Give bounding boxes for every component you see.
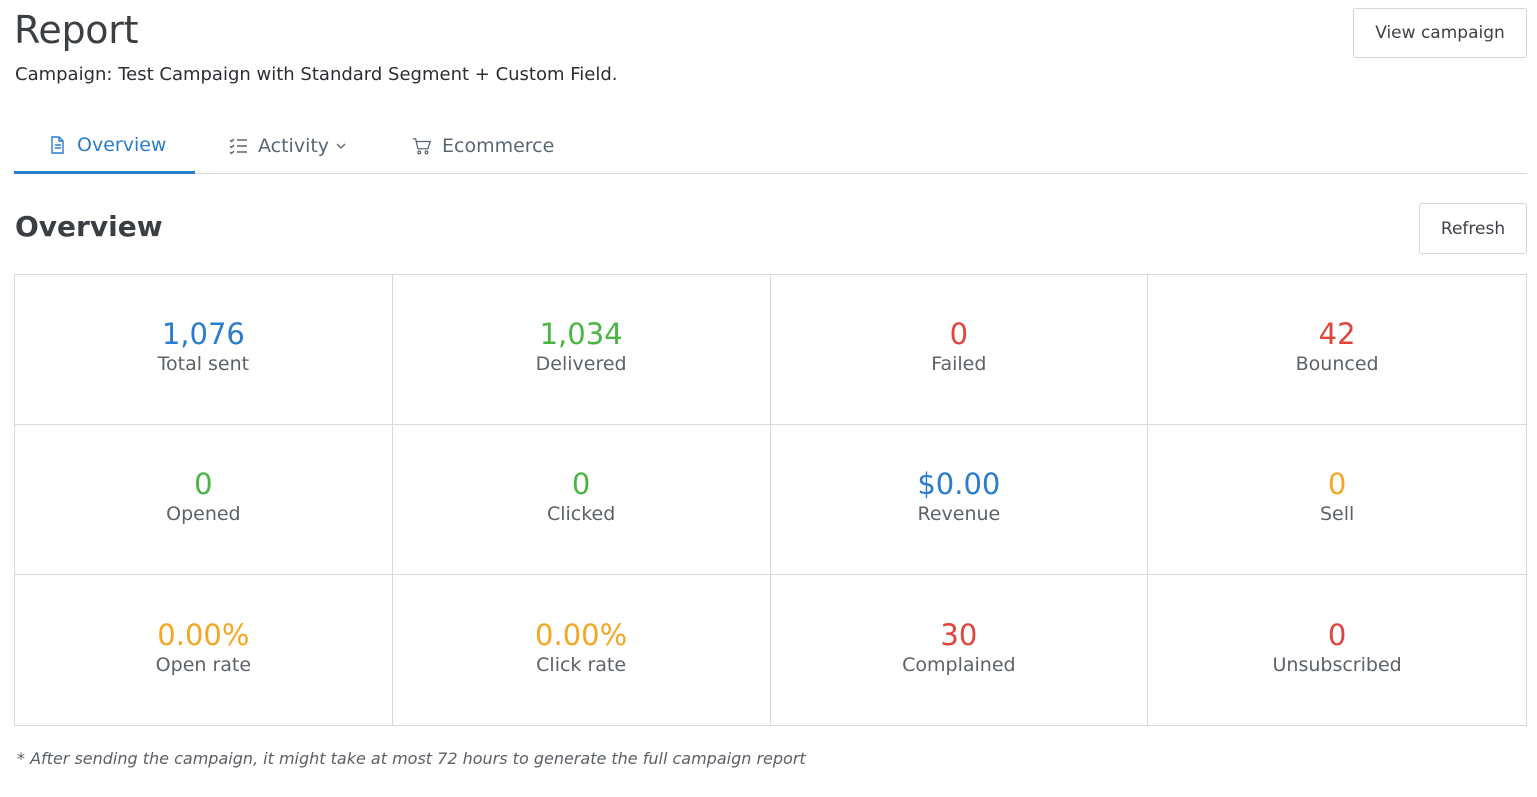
- page-title: Report: [14, 8, 139, 52]
- stat-value: $0.00: [917, 467, 1001, 501]
- stat-label: Sell: [1319, 503, 1355, 525]
- stat-cell: 0.00% Open rate: [15, 575, 393, 725]
- stat-value: 1,034: [539, 317, 623, 351]
- tab-ecommerce[interactable]: Ecommerce: [412, 118, 554, 174]
- stat-label: Complained: [902, 653, 1016, 676]
- document-icon: [51, 135, 64, 154]
- tab-activity-label: Activity: [258, 135, 330, 157]
- stat-value: 0: [194, 467, 213, 501]
- stat-value: 1,076: [161, 317, 245, 351]
- stat-label: Bounced: [1295, 353, 1379, 375]
- stat-cell: 0.00% Click rate: [393, 575, 771, 725]
- stat-value: 0: [1327, 467, 1347, 501]
- stat-label: Delivered: [535, 353, 627, 375]
- stat-value: 0.00%: [157, 617, 250, 652]
- stat-value: 0: [571, 467, 591, 501]
- stat-label: Total sent: [157, 353, 250, 375]
- stats-grid: 1,076 Total sent 1,034 Delivered 0 Failed 42 Bo…: [14, 274, 1527, 726]
- stat-value: 0.00%: [535, 617, 628, 652]
- stat-cell: 0 Opened: [15, 425, 393, 575]
- stat-label: Clicked: [546, 503, 616, 525]
- stat-label: Open rate: [155, 653, 252, 676]
- stat-value: 0: [949, 317, 969, 351]
- cart-icon: [412, 138, 432, 155]
- stat-cell: $0.00 Revenue: [770, 425, 1149, 575]
- stat-cell: 0 Sell: [1148, 425, 1526, 575]
- stat-label: Opened: [166, 503, 241, 525]
- stat-cell: 42 Bounced: [1148, 275, 1526, 425]
- tab-activity[interactable]: Activity: [228, 118, 347, 174]
- stat-cell: 0 Unsubscribed: [1148, 575, 1526, 725]
- stat-cell: 0 Failed: [770, 275, 1149, 425]
- stat-label: Unsubscribed: [1272, 653, 1402, 676]
- tab-overview[interactable]: Overview: [14, 118, 195, 174]
- tab-ecommerce-label: Ecommerce: [442, 135, 555, 157]
- stat-value: 0: [1327, 617, 1347, 652]
- report-tabs: Overview Activity Ecommerce: [14, 118, 1527, 174]
- campaign-subtitle: Campaign: Test Campaign with Standard Se…: [15, 64, 618, 85]
- refresh-button[interactable]: Refresh: [1419, 203, 1527, 254]
- stat-cell: 30 Complained: [771, 575, 1149, 725]
- chevron-down-icon: [336, 143, 346, 149]
- footnote: * After sending the campaign, it might t…: [17, 749, 806, 768]
- stat-cell: 1,076 Total sent: [15, 275, 393, 425]
- stat-value: 42: [1318, 317, 1356, 351]
- overview-title: Overview: [15, 210, 163, 243]
- tab-overview-label: Overview: [77, 133, 167, 156]
- checklist-icon: [229, 138, 247, 155]
- stat-cell: 1,034 Delivered: [392, 275, 771, 425]
- stat-cell: 0 Clicked: [392, 425, 771, 575]
- stat-label: Failed: [931, 353, 987, 375]
- view-campaign-button[interactable]: View campaign: [1353, 8, 1527, 58]
- stat-label: Revenue: [917, 503, 1001, 525]
- stat-label: Click rate: [536, 653, 627, 676]
- stat-value: 30: [940, 617, 978, 652]
